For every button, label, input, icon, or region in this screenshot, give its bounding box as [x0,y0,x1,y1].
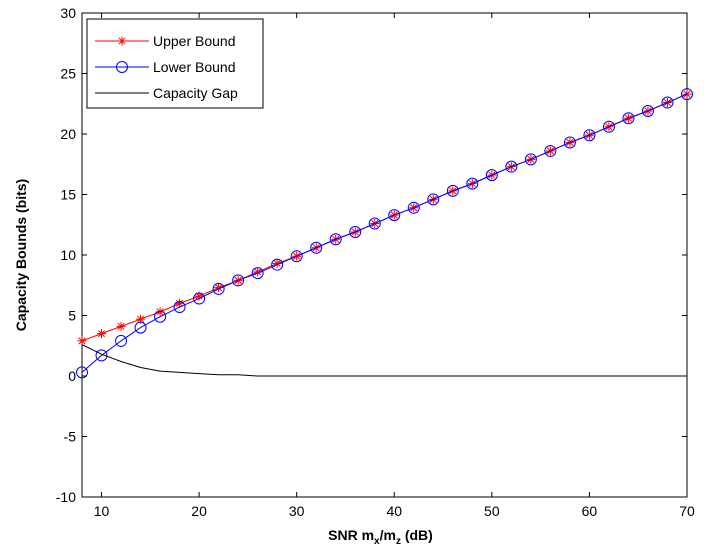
y-tick-label: -5 [64,429,77,445]
data-point-lower-bound [407,201,420,214]
x-axis-label-sub2: z [396,536,401,547]
data-point-upper-bound [175,298,185,308]
x-axis-label-mid: /m [380,527,396,543]
data-point-lower-bound [388,209,401,222]
data-point-lower-bound [446,184,459,197]
data-point-lower-bound [251,267,264,280]
series-line-upper-bound [81,93,688,342]
x-axis-label-main: SNR m [328,527,374,543]
data-point-upper-bound [136,314,146,324]
data-point-lower-bound [368,217,381,230]
data-point-lower-bound [641,105,654,118]
legend-label: Upper Bound [153,33,236,49]
plot-area: 10 20 30 40 50 60 70 -10 -5 0 5 10 15 20 25 30 [56,5,695,519]
data-point-lower-bound [349,226,362,239]
data-point-lower-bound [115,334,128,347]
data-point-lower-bound [95,349,108,362]
data-point-lower-bound [583,129,596,142]
data-point-lower-bound [329,233,342,246]
y-tick-label: 0 [68,368,76,384]
data-point-lower-bound [466,177,479,190]
y-tick-label: 30 [60,5,76,21]
series-line-capacity-gap [81,344,687,377]
y-tick-label: 10 [60,247,76,263]
data-point-upper-bound [155,307,165,317]
legend-label: Capacity Gap [153,85,238,101]
data-point-lower-bound [661,96,674,109]
data-point-lower-bound [622,112,635,125]
x-tick-label: 30 [289,503,305,519]
y-tick-label: 5 [68,308,76,324]
data-point-lower-bound [524,153,537,166]
data-point-lower-bound [154,310,167,323]
series-line-lower-bound [81,93,688,373]
y-tick-label: 20 [60,126,76,142]
data-point-upper-bound [272,258,282,268]
data-point-lower-bound [173,301,186,314]
data-point-upper-bound [77,336,87,346]
data-point-lower-bound [193,292,206,305]
legend-item-lower-bound: Lower Bound [95,59,236,75]
legend: Upper Bound Lower Bound Capacity Gap [86,18,264,109]
x-tick-label: 40 [386,503,402,519]
x-tick-label: 50 [484,503,500,519]
legend-marker [116,61,128,73]
x-tick-label: 60 [582,503,598,519]
data-point-lower-bound [544,144,557,157]
data-point-lower-bound [310,241,323,254]
data-point-lower-bound [134,321,147,334]
data-point-lower-bound [212,282,225,295]
legend-item-upper-bound: Upper Bound [95,33,236,49]
data-point-lower-bound [505,160,518,173]
legend-item-capacity-gap: Capacity Gap [95,85,238,101]
data-point-upper-bound [194,291,204,301]
y-axis-label: Capacity Bounds (bits) [13,179,29,331]
y-tick-label: 25 [60,66,76,82]
x-tick-label: 10 [94,503,110,519]
y-tick-label: -10 [56,489,76,505]
data-point-upper-bound [253,267,263,277]
x-axis-label: SNR mx/mz (dB) [328,527,433,547]
y-tick-label: 15 [60,187,76,203]
data-point-upper-bound [214,283,224,293]
data-point-lower-bound [232,274,245,287]
data-point-lower-bound [485,169,498,182]
data-point-upper-bound [116,321,126,331]
data-point-lower-bound [681,88,693,101]
data-point-lower-bound [427,193,440,206]
series-upper-bound [77,89,692,346]
data-point-lower-bound [290,250,303,263]
data-point-lower-bound [563,136,576,149]
legend-label: Lower Bound [153,59,236,75]
data-point-upper-bound [97,329,107,339]
x-axis-label-tail: (dB) [401,527,433,543]
x-axis-label-sub1: x [374,536,380,547]
series-layer [76,88,693,379]
data-point-lower-bound [271,258,284,271]
series-lower-bound [76,88,693,379]
series-capacity-gap [81,344,687,377]
data-point-lower-bound [76,366,88,379]
x-tick-label: 20 [191,503,207,519]
data-point-lower-bound [602,120,615,133]
x-tick-label: 70 [679,503,695,519]
axis-ticks: 10 20 30 40 50 60 70 -10 -5 0 5 10 15 20 25 30 [56,5,695,519]
legend-marker [117,36,127,46]
